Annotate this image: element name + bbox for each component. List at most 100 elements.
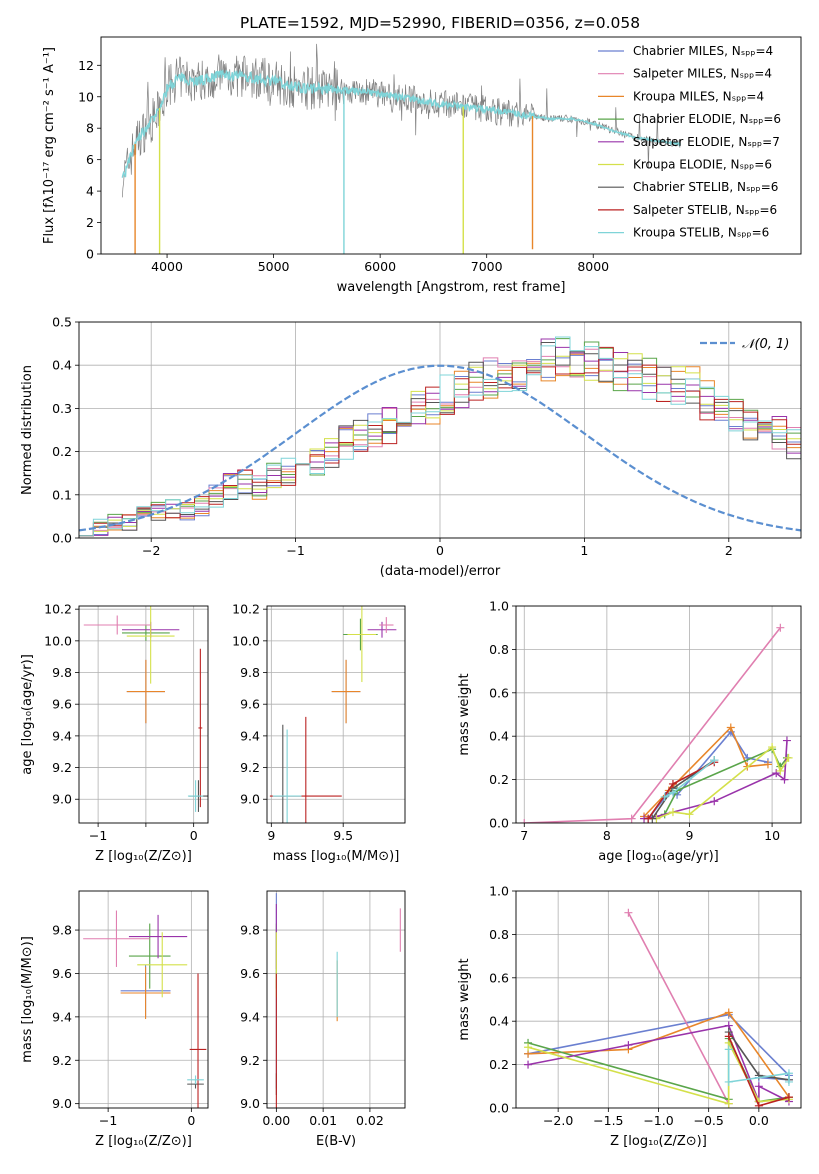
y-tick-label: 1.0 [489, 599, 509, 614]
y-tick-label: 0.2 [52, 444, 72, 459]
x-tick-label: 0.02 [356, 1113, 384, 1128]
y-axis-label: Flux [fλ10⁻¹⁷ erg cm⁻² s⁻¹ A⁻¹] [42, 47, 57, 244]
y-tick-label: 10.2 [44, 602, 72, 617]
histogram-step [79, 342, 801, 537]
y-tick-label: 9.0 [240, 792, 260, 807]
series-marker [754, 1082, 763, 1091]
y-tick-label: 9.4 [52, 1009, 72, 1024]
legend-label: Salpeter MILES, Nₛₚₚ=4 [633, 67, 772, 81]
panel-age-vs-mass: 9 9.5 9.0 9.2 9.4 9.6 9.8 10.0 10.2 mass [log₁₀(M… [232, 602, 406, 864]
y-tick-label: 0.5 [52, 315, 72, 330]
x-tick-label: 0 [436, 543, 444, 558]
series-marker [685, 810, 694, 819]
x-tick-label: 9.5 [333, 828, 353, 843]
y-tick-label: 0.6 [489, 970, 509, 985]
x-tick-label: 0.0 [749, 1113, 769, 1128]
y-tick-label: 0.0 [52, 531, 72, 546]
series-marker [668, 788, 677, 797]
y-tick-label: 12 [78, 58, 94, 73]
x-tick-label: −2 [142, 543, 160, 558]
x-tick-label: −1.5 [593, 1113, 623, 1128]
y-tick-label: 9.0 [52, 1096, 72, 1111]
panel-mass-vs-EBV: 0.00 0.01 0.02 9.0 9.2 9.4 9.6 9.8 E(B-V) [240, 890, 406, 1149]
plot-area-massweight-vs-Z [516, 891, 801, 1108]
legend-label: 𝒩(0, 1) [742, 337, 789, 352]
series-line [527, 1024, 790, 1103]
series-marker [644, 814, 653, 823]
y-tick-label: 9.2 [240, 1053, 260, 1068]
y-tick-label: 9.2 [52, 760, 72, 775]
y-tick-label: 9.8 [240, 923, 260, 938]
y-tick-label: 2 [86, 215, 94, 230]
series-marker [724, 1045, 733, 1054]
y-tick-label: 0.8 [489, 927, 509, 942]
plot-area-massweight-vs-age [516, 606, 801, 823]
x-tick-label: 0.00 [262, 1113, 290, 1128]
y-tick-label: 0.2 [489, 1057, 509, 1072]
series-marker [784, 753, 793, 762]
legend-label: Kroupa MILES, Nₛₚₚ=4 [633, 89, 764, 103]
y-tick-label: 8 [86, 121, 94, 136]
plot-area-mass-vs-Z [79, 891, 208, 1108]
series-marker [726, 723, 735, 732]
histogram-step [79, 338, 801, 537]
axes-frame [266, 890, 406, 1109]
legend-label: Chabrier ELODIE, Nₛₚₚ=6 [633, 112, 781, 126]
x-tick-label: 1 [580, 543, 588, 558]
x-tick-label: −1 [286, 543, 304, 558]
y-tick-label: 9.6 [240, 697, 260, 712]
y-tick-label: 9.6 [52, 966, 72, 981]
series-marker [660, 792, 669, 801]
series-line [627, 912, 730, 1105]
axes-frame [515, 605, 802, 824]
histogram-step [79, 354, 801, 537]
legend-label: Chabrier MILES, Nₛₚₚ=4 [633, 44, 773, 58]
y-axis-label: Normed distribution [20, 365, 35, 495]
y-axis-label: mass weight [457, 958, 472, 1040]
series-marker [710, 797, 719, 806]
y-axis-label: mass [log₁₀(M/M⊙)] [20, 936, 35, 1063]
y-tick-label: 9.4 [240, 728, 260, 743]
plot-area-age-vs-Z [79, 606, 208, 823]
axes-frame [515, 890, 802, 1109]
y-tick-label: 9.8 [52, 923, 72, 938]
legend-label: Kroupa STELIB, Nₛₚₚ=6 [633, 226, 769, 240]
legend-label: Chabrier STELIB, Nₛₚₚ=6 [633, 180, 778, 194]
x-axis-label: Z [log₁₀(Z/Z⊙)] [95, 849, 192, 864]
x-tick-label: 0 [187, 1113, 195, 1128]
histogram-step [79, 336, 801, 537]
series-marker [624, 1041, 633, 1050]
axes-frame [78, 321, 802, 539]
y-tick-label: 9.8 [240, 665, 260, 680]
x-tick-label: 4000 [151, 259, 183, 274]
x-axis-label: (data-model)/error [380, 564, 501, 579]
y-tick-label: 0.0 [489, 1101, 509, 1116]
series-line [727, 1049, 790, 1083]
y-tick-label: 1.0 [489, 884, 509, 899]
panel-spectrum: 4000 5000 6000 7000 8000 0 2 4 6 8 10 12 wavelength … [42, 36, 802, 295]
legend-label: Kroupa ELODIE, Nₛₚₚ=6 [633, 158, 772, 172]
x-axis-label: age [log₁₀(age/yr)] [598, 849, 719, 864]
figure-title: PLATE=1592, MJD=52990, FIBERID=0356, z=0… [240, 14, 640, 32]
series-marker [754, 1101, 763, 1108]
histogram-step [79, 346, 801, 537]
x-tick-label: −1.0 [643, 1113, 673, 1128]
panel-residuals: −2 −1 0 1 2 0.0 0.1 0.2 0.3 0.4 0.5 (data-model)/er… [20, 315, 802, 579]
x-tick-label: −1 [99, 1113, 117, 1128]
y-axis-label: mass weight [457, 673, 472, 755]
y-tick-label: 10.0 [232, 633, 260, 648]
series-marker [668, 808, 677, 817]
plot-area-mass-vs-EBV [267, 891, 405, 1108]
y-tick-label: 0.4 [489, 729, 509, 744]
x-tick-label: 7000 [471, 259, 503, 274]
panel-age-vs-Z: −1 0 9.0 9.2 9.4 9.6 9.8 10.0 10.2 Z [log₁₀(Z/Z⊙)… [20, 602, 209, 864]
y-tick-label: 9.4 [240, 1009, 260, 1024]
y-tick-label: 9.0 [240, 1096, 260, 1111]
histogram-step [79, 348, 801, 537]
series-marker [782, 736, 791, 745]
series-marker [780, 775, 789, 784]
y-tick-label: 9.4 [52, 728, 72, 743]
y-axis-label: age [log₁₀(age/yr)] [20, 654, 35, 775]
